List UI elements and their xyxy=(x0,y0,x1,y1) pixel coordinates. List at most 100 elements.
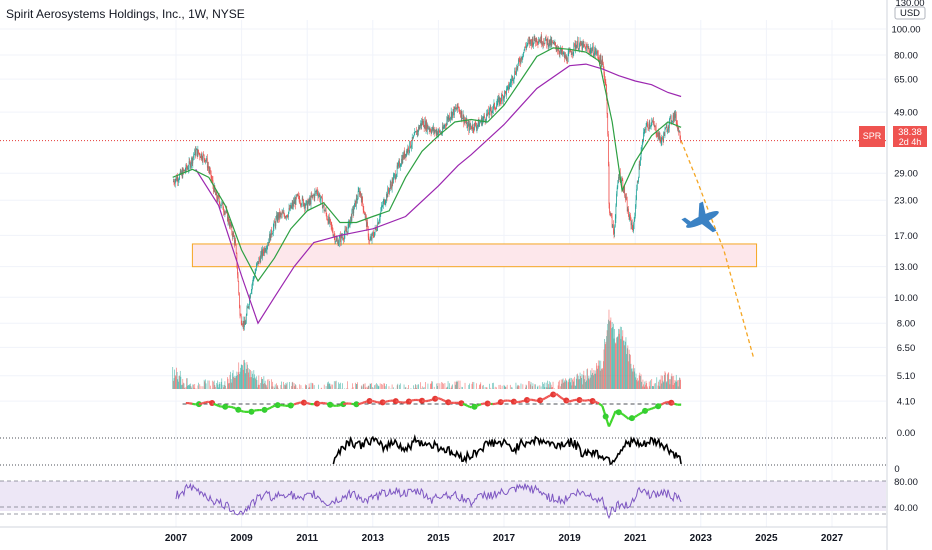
candle-body xyxy=(187,168,189,170)
candle-body xyxy=(672,115,674,121)
candle-body xyxy=(355,200,356,207)
tag-symbol: SPR xyxy=(863,131,882,141)
candle-body xyxy=(525,46,526,48)
candle-body xyxy=(189,161,191,162)
volume-bar xyxy=(563,382,565,389)
candle-body xyxy=(387,188,389,192)
candle-body xyxy=(415,131,416,133)
volume-bar xyxy=(677,380,678,389)
candle-body xyxy=(203,154,204,155)
volume-bar xyxy=(604,344,606,389)
candle-body xyxy=(555,42,556,46)
candle-body xyxy=(509,83,511,88)
candle-body xyxy=(386,194,388,198)
candle-body xyxy=(556,49,558,50)
black-line xyxy=(332,433,682,465)
candle-body xyxy=(445,124,446,126)
volume-bar xyxy=(546,387,548,389)
price-axis[interactable]: 100.00 80.00 65.00 49.00 29.00 23.00 17.00 13.0… xyxy=(886,0,921,550)
candle-body xyxy=(213,185,215,192)
volume-bar xyxy=(437,382,439,389)
candle-body xyxy=(521,56,522,60)
volume-bar xyxy=(327,382,328,389)
candle-body xyxy=(593,55,595,57)
candle-body xyxy=(200,153,202,158)
candle-body xyxy=(325,209,326,211)
symbol-title[interactable]: Spirit Aerosystems Holdings, Inc., 1W, N… xyxy=(6,7,245,21)
candle-body xyxy=(310,195,312,205)
candle-body xyxy=(653,121,654,125)
candle-body xyxy=(431,129,433,134)
support-zone-rectangle[interactable] xyxy=(191,243,758,268)
volume-bar xyxy=(594,370,596,389)
candle-body xyxy=(408,147,409,152)
candle-body xyxy=(671,121,673,123)
candle-body xyxy=(346,231,348,233)
volume-bar xyxy=(346,388,348,389)
price-tick-label: 65.00 xyxy=(894,75,918,86)
currency-box[interactable] xyxy=(894,6,926,20)
candle-body xyxy=(394,173,396,180)
candle-body xyxy=(640,159,641,166)
volume-bar xyxy=(506,384,508,389)
candle-body xyxy=(670,116,672,123)
candle-body xyxy=(188,161,190,169)
candle-body xyxy=(630,218,632,226)
volume-bar xyxy=(365,387,367,389)
candle-body xyxy=(645,126,647,131)
volume-bar xyxy=(588,375,590,389)
candle-body xyxy=(499,97,501,102)
volume-bar xyxy=(430,383,432,389)
volume-bar xyxy=(639,372,641,389)
oscillator-segment xyxy=(604,416,609,422)
candle-body xyxy=(274,221,275,223)
candle-body xyxy=(406,150,408,153)
candle-body xyxy=(658,132,660,139)
projection-dashed-line[interactable] xyxy=(680,140,754,357)
candle-body xyxy=(605,81,607,85)
candle-body xyxy=(403,151,405,159)
candle-body xyxy=(267,242,269,246)
volume-bar xyxy=(472,381,473,389)
candle-body xyxy=(513,79,514,82)
candle-body xyxy=(545,36,547,40)
volume-bar xyxy=(325,386,327,389)
candle-body xyxy=(233,233,235,237)
volume-bar xyxy=(249,369,250,389)
candle-body xyxy=(496,105,497,109)
candle-body xyxy=(310,198,311,205)
volume-bar xyxy=(464,382,466,389)
candle-body xyxy=(486,113,488,115)
volume-bar xyxy=(430,383,431,389)
volume-bar xyxy=(612,327,614,389)
airplane-icon[interactable] xyxy=(678,197,725,242)
candle-body xyxy=(204,158,206,162)
candle-body xyxy=(402,154,404,164)
volume-bar xyxy=(381,383,382,389)
candle-body xyxy=(342,237,343,238)
oscillator-segment xyxy=(607,422,612,428)
candle-body xyxy=(186,165,187,169)
oscillator-segment xyxy=(441,398,444,402)
volume-bar xyxy=(265,384,267,389)
candle-body xyxy=(282,212,284,214)
candle-body xyxy=(597,51,599,55)
time-axis[interactable]: 2007 2009 2011 2013 2015 2017 2019 2021 2023 2025… xyxy=(0,526,887,544)
volume-bar xyxy=(561,383,563,389)
volume-bar xyxy=(606,330,608,389)
candle-body xyxy=(582,42,584,45)
candle-body xyxy=(281,212,283,215)
volume-bar xyxy=(526,385,527,389)
volume-bar xyxy=(305,385,307,389)
volume-bar xyxy=(635,373,637,389)
candle-body xyxy=(208,168,210,172)
candle-body xyxy=(457,103,459,108)
candle-body xyxy=(614,218,616,227)
volume-bar xyxy=(618,333,620,389)
candle-body xyxy=(265,250,267,252)
volume-bar xyxy=(408,385,409,389)
volume-bar xyxy=(386,384,387,389)
candle-body xyxy=(658,132,659,139)
candle-body xyxy=(199,153,201,157)
